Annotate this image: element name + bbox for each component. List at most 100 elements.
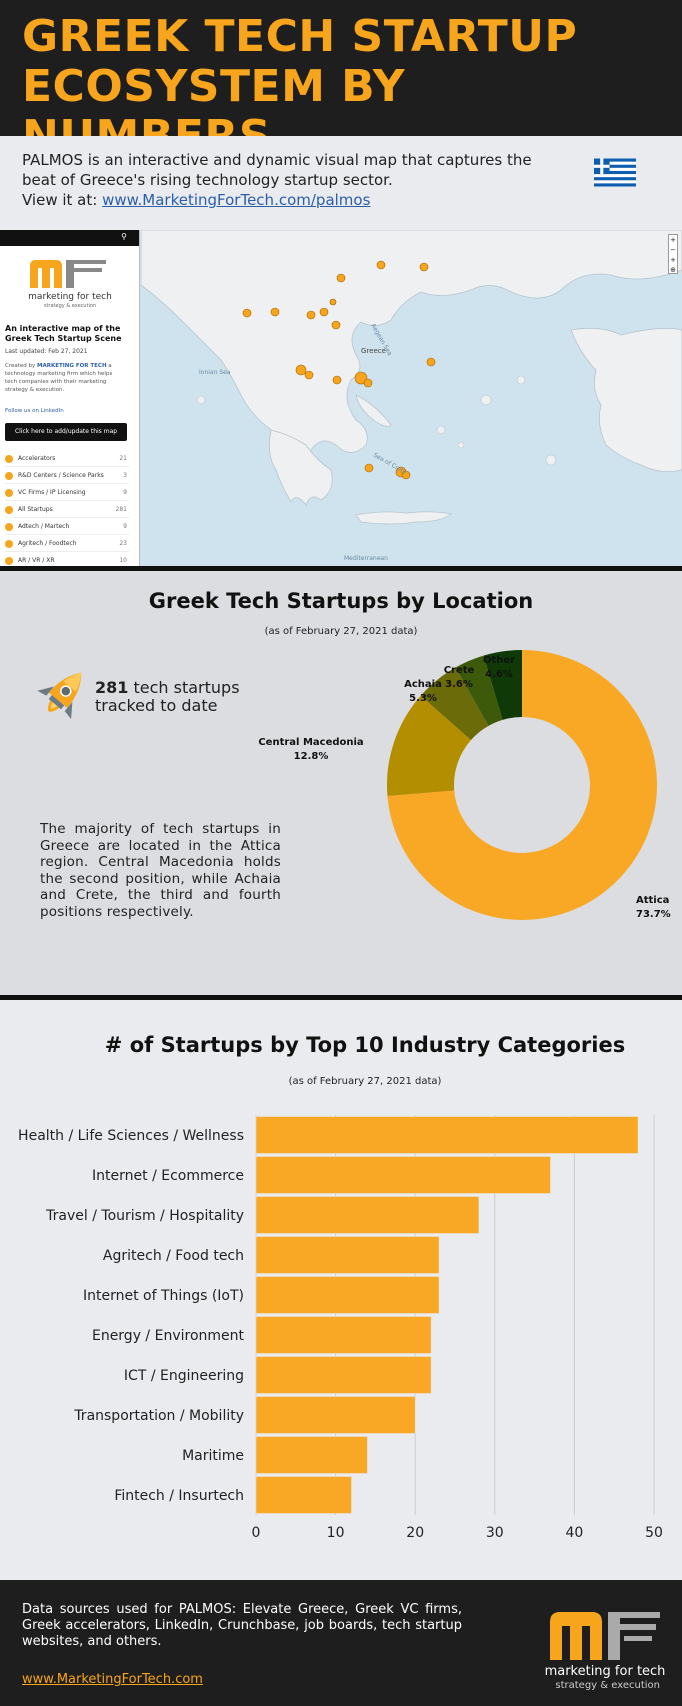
bar xyxy=(255,1276,440,1314)
startups-tracked: 281 tech startups tracked to date xyxy=(95,679,240,715)
divider xyxy=(0,566,682,571)
search-icon[interactable]: ⚲ xyxy=(121,232,127,241)
donut-value-label: 73.7% xyxy=(636,909,671,920)
category-count: 23 xyxy=(119,540,127,547)
category-label: Internet / Ecommerce xyxy=(92,1168,244,1184)
bar xyxy=(255,1156,551,1194)
created-link[interactable]: MARKETING FOR TECH xyxy=(37,363,107,369)
donut-slice-crete xyxy=(455,655,503,726)
follow-linkedin-link[interactable]: Follow us on LinkedIn xyxy=(5,408,64,414)
map-label-mediterranean: Mediterranean xyxy=(344,555,388,562)
category-count: 10 xyxy=(119,557,127,564)
tracked-line2: tracked to date xyxy=(95,696,218,715)
donut-slice-other xyxy=(483,650,522,720)
palmos-link[interactable]: www.MarketingForTech.com/palmos xyxy=(102,191,371,209)
x-tick-label: 20 xyxy=(406,1525,424,1541)
map-category-item[interactable]: VC Firms / IP Licensing 9 xyxy=(5,484,129,501)
industry-title: # of Startups by Top 10 Industry Categor… xyxy=(104,1033,626,1057)
category-label: Fintech / Insurtech xyxy=(114,1488,244,1504)
category-icon xyxy=(5,472,13,480)
x-tick-label: 50 xyxy=(645,1525,663,1541)
donut-label: Crete xyxy=(444,665,475,676)
footer-link[interactable]: www.MarketingForTech.com xyxy=(22,1672,203,1687)
location-description: The majority of tech startups in Greece … xyxy=(40,821,281,920)
footer-logo-subtext: strategy & execution xyxy=(555,1680,660,1691)
map-sidebar-topbar: ⚲ xyxy=(0,230,139,246)
donut-label: Attica xyxy=(636,895,669,906)
intro-line1: PALMOS is an interactive and dynamic vis… xyxy=(22,151,532,189)
category-label: Accelerators xyxy=(18,455,56,462)
donut-label: Other xyxy=(483,655,515,666)
donut-value-label: 3.6% xyxy=(445,679,473,690)
category-label: Maritime xyxy=(182,1448,244,1464)
x-tick-label: 40 xyxy=(565,1525,583,1541)
map-zoom-control[interactable]: + − + ⊕ xyxy=(668,234,678,274)
category-label: Energy / Environment xyxy=(92,1328,245,1344)
map-logo-text: marketing for tech xyxy=(28,292,112,302)
greece-map: Greece Aegean Sea Ionian Sea Sea of Cret… xyxy=(141,230,682,566)
x-tick-label: 10 xyxy=(327,1525,345,1541)
greece-flag-icon xyxy=(594,158,636,187)
location-subtitle: (as of February 27, 2021 data) xyxy=(264,626,418,637)
donut-slice-central-macedonia xyxy=(387,695,471,797)
page-title: GREEK TECH STARTUP ECOSYSTEM BY NUMBERS xyxy=(22,11,578,162)
startups-count: 281 xyxy=(95,678,129,697)
map-label-greece: Greece xyxy=(361,347,386,355)
map-category-list: Accelerators 21 R&D Centers / Science Park… xyxy=(5,450,129,566)
category-count: 9 xyxy=(123,489,127,496)
category-icon xyxy=(5,523,13,531)
map-category-item[interactable]: All Startups 281 xyxy=(5,501,129,518)
industry-subtitle: (as of February 27, 2021 data) xyxy=(288,1076,442,1087)
map-logo-subtext: strategy & execution xyxy=(43,303,97,309)
bar xyxy=(255,1436,368,1474)
category-icon xyxy=(5,489,13,497)
footer-logo-text: marketing for tech xyxy=(544,1664,666,1679)
donut-value-label: 4.6% xyxy=(485,669,513,680)
donut-slice-attica xyxy=(387,650,657,920)
bar xyxy=(255,1476,352,1514)
category-label: ICT / Engineering xyxy=(124,1368,244,1384)
category-count: 3 xyxy=(123,472,127,479)
marketing-for-tech-logo-icon xyxy=(550,1612,660,1660)
category-label: Internet of Things (IoT) xyxy=(83,1288,244,1304)
industry-section: # of Startups by Top 10 Industry Categor… xyxy=(0,1000,682,1580)
map-updated: Last updated: Feb 27, 2021 xyxy=(5,348,88,355)
category-icon xyxy=(5,557,13,565)
bar xyxy=(255,1316,432,1354)
bar xyxy=(255,1236,440,1274)
category-label: Agritech / Foodtech xyxy=(18,540,77,547)
donut-label: Achaia xyxy=(404,679,442,690)
category-label: Transportation / Mobility xyxy=(73,1408,244,1424)
startups-count-suffix: tech startups xyxy=(128,678,240,697)
header-banner: GREEK TECH STARTUP ECOSYSTEM BY NUMBERS xyxy=(0,0,682,162)
intro-section: PALMOS is an interactive and dynamic vis… xyxy=(0,136,682,230)
map-category-item[interactable]: R&D Centers / Science Parks 3 xyxy=(5,467,129,484)
donut-slice-achaia xyxy=(420,667,489,741)
add-update-map-button[interactable]: Click here to add/update this map xyxy=(5,423,127,441)
bar xyxy=(255,1196,480,1234)
category-count: 21 xyxy=(119,455,127,462)
map-label-ionian: Ionian Sea xyxy=(199,369,231,376)
category-icon xyxy=(5,455,13,463)
map-category-item[interactable]: Adtech / Martech 9 xyxy=(5,518,129,535)
category-icon xyxy=(5,506,13,514)
category-count: 281 xyxy=(115,506,127,513)
category-label: Adtech / Martech xyxy=(18,523,70,530)
map-created-by: Created by MARKETING FOR TECH a technolo… xyxy=(5,362,125,394)
bar xyxy=(255,1116,639,1154)
location-donut-chart: Attica 73.7% Central Macedonia 12.8% Achaia 5… xyxy=(258,650,671,920)
footer-sources: Data sources used for PALMOS: Elevate Gr… xyxy=(22,1602,462,1649)
location-section: Greek Tech Startups by Location (as of F… xyxy=(0,571,682,995)
x-tick-label: 30 xyxy=(486,1525,504,1541)
footer: Data sources used for PALMOS: Elevate Gr… xyxy=(0,1580,682,1706)
palmos-map-screenshot: ⚲ marketing for tech strategy & executio… xyxy=(0,230,682,566)
category-label: VC Firms / IP Licensing xyxy=(18,489,86,496)
category-label: Agritech / Food tech xyxy=(103,1248,244,1264)
donut-label: Central Macedonia xyxy=(258,737,363,748)
map-category-item[interactable]: Agritech / Foodtech 23 xyxy=(5,535,129,552)
map-category-item[interactable]: AR / VR / XR 10 xyxy=(5,552,129,566)
created-prefix: Created by xyxy=(5,363,38,369)
category-label: AR / VR / XR xyxy=(18,557,55,564)
map-category-item[interactable]: Accelerators 21 xyxy=(5,450,129,467)
